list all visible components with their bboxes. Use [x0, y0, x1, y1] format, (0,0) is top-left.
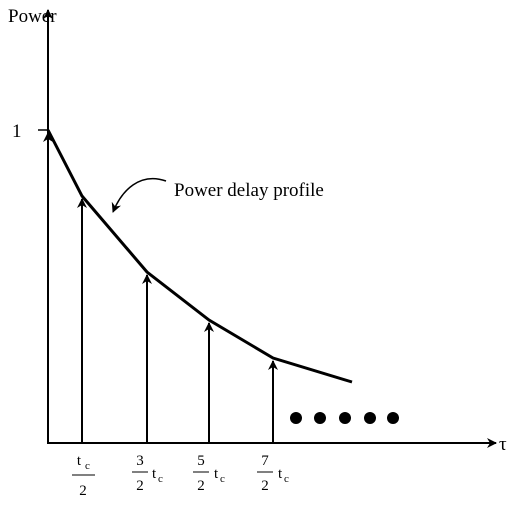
- symbol: t: [152, 466, 157, 482]
- profile-curve: [46, 129, 353, 384]
- symbol: t: [278, 466, 283, 482]
- denominator: 2: [197, 478, 205, 494]
- annotation-arrow: [111, 177, 167, 213]
- subscript: c: [158, 473, 163, 485]
- annotation: Power delay profile: [174, 180, 324, 201]
- y-tick-label: 1: [12, 121, 22, 142]
- denominator: 2: [79, 483, 87, 499]
- impulses: [43, 132, 278, 443]
- x-axis-label: τ: [499, 434, 507, 455]
- numerator: t: [77, 453, 82, 469]
- continuation-dots: [290, 412, 399, 424]
- x-label: 5 2 t c: [193, 453, 225, 494]
- x-label: 3 2 t c: [132, 453, 163, 494]
- numerator: 7: [261, 453, 269, 469]
- y-axis-label: Power: [8, 6, 57, 27]
- symbol: t: [214, 466, 219, 482]
- numerator: 5: [197, 453, 205, 469]
- denominator: 2: [261, 478, 269, 494]
- x-label: 7 2 t c: [257, 453, 289, 494]
- x-label: t c 2: [72, 453, 95, 499]
- subscript: c: [220, 473, 225, 485]
- denominator: 2: [136, 478, 144, 494]
- subscript: c: [85, 460, 90, 472]
- numerator: 3: [136, 453, 144, 469]
- subscript: c: [284, 473, 289, 485]
